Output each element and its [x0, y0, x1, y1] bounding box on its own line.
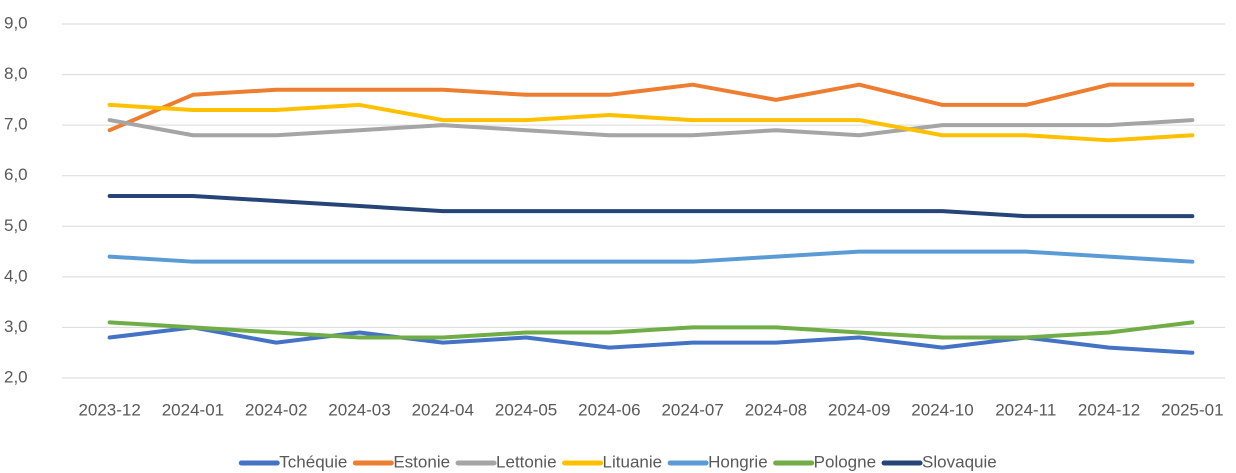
x-tick-label: 2025-01 — [1161, 400, 1223, 419]
x-tick-label: 2024-09 — [828, 400, 890, 419]
x-tick-label: 2024-05 — [495, 400, 557, 419]
y-tick-label: 3,0 — [4, 317, 28, 336]
x-tick-label: 2024-10 — [911, 400, 973, 419]
x-tick-label: 2023-12 — [78, 400, 140, 419]
x-tick-label: 2024-04 — [412, 400, 474, 419]
x-tick-label: 2024-12 — [1078, 400, 1140, 419]
y-tick-label: 9,0 — [4, 13, 28, 32]
legend-label: Estonie — [393, 452, 450, 471]
legend-label: Lituanie — [603, 452, 663, 471]
x-tick-label: 2024-01 — [162, 400, 224, 419]
y-tick-label: 7,0 — [4, 115, 28, 134]
legend-label: Slovaquie — [922, 452, 997, 471]
series-line — [107, 249, 1195, 264]
y-tick-label: 6,0 — [4, 165, 28, 184]
x-tick-label: 2024-11 — [995, 400, 1056, 419]
series-line — [107, 102, 1195, 143]
x-tick-label: 2024-03 — [328, 400, 390, 419]
legend-label: Pologne — [814, 452, 876, 471]
series-line — [107, 118, 1195, 138]
legend-label: Lettonie — [496, 452, 557, 471]
y-tick-label: 4,0 — [4, 266, 28, 285]
y-tick-label: 8,0 — [4, 64, 28, 83]
x-tick-label: 2024-08 — [745, 400, 807, 419]
legend-label: Hongrie — [708, 452, 768, 471]
y-tick-label: 2,0 — [4, 367, 28, 386]
series-line — [107, 193, 1195, 219]
series-line — [107, 82, 1195, 133]
x-tick-label: 2024-02 — [245, 400, 307, 419]
x-tick-label: 2024-07 — [661, 400, 723, 419]
x-tick-label: 2024-06 — [578, 400, 640, 419]
legend-label: Tchéquie — [279, 452, 347, 471]
y-tick-label: 5,0 — [4, 216, 28, 235]
series-line — [107, 320, 1195, 340]
